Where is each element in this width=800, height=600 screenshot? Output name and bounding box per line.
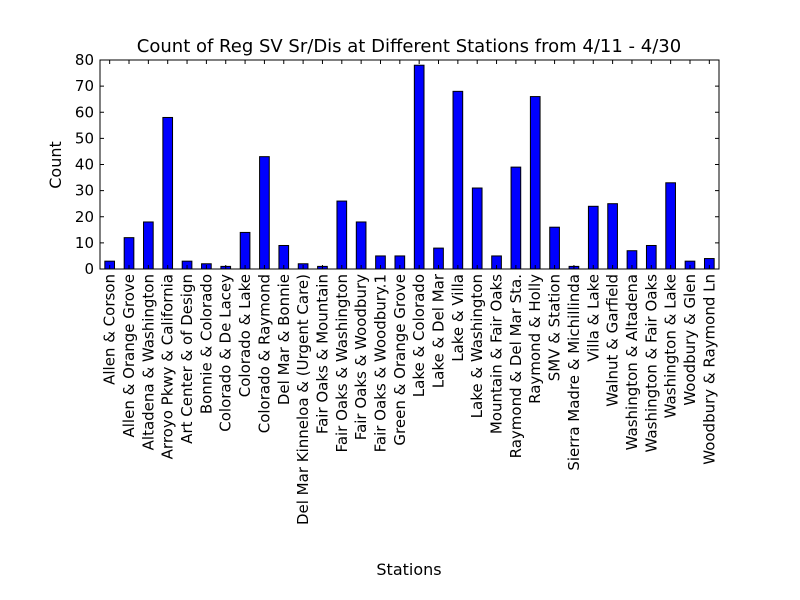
x-tick-label: Altadena & Washington: [139, 274, 157, 450]
y-tick-label: 20: [75, 208, 94, 226]
x-tick-label: Villa & Lake: [584, 274, 602, 362]
bar: [529, 96, 541, 270]
bar: [413, 64, 425, 270]
bar: [162, 116, 174, 270]
x-tick-label: Raymond & Holly: [526, 274, 544, 404]
x-tick-label: Washington & Lake: [662, 274, 680, 418]
bar: [587, 205, 599, 270]
y-tick-label: 50: [75, 129, 94, 147]
x-tick-label: Art Center & of Design: [178, 274, 196, 444]
x-tick-label: Walnut & Garfield: [604, 274, 622, 407]
x-tick-label: Colorado & Lake: [236, 274, 254, 397]
x-tick-label: Colorado & Raymond: [255, 274, 273, 433]
bar: [143, 221, 154, 270]
bar: [607, 203, 618, 270]
x-tick-label: Green & Orange Grove: [391, 274, 409, 446]
x-tick-label: Bonnie & Colorado: [197, 274, 215, 414]
x-tick-label: Woodbury & Glen: [681, 274, 699, 406]
bar: [549, 226, 560, 270]
x-tick-label: Washington & Altadena: [623, 274, 641, 450]
bar: [336, 200, 348, 270]
y-axis-label: Count: [46, 141, 65, 189]
x-tick-label: Raymond & Del Mar Sta.: [507, 274, 525, 458]
x-tick-label: Lake & Washington: [468, 274, 486, 418]
y-tick-label: 0: [84, 260, 94, 278]
x-tick-label: Lake & Del Mar: [430, 273, 448, 388]
bars-group: [104, 64, 715, 270]
bar: [355, 221, 367, 270]
x-tick-label: Fair Oaks & Mountain: [313, 274, 331, 434]
chart-title: Count of Reg SV Sr/Dis at Different Stat…: [137, 36, 681, 57]
x-axis-label: Stations: [376, 560, 441, 579]
bar: [452, 90, 464, 270]
x-tick-label: Lake & Colorado: [410, 274, 428, 397]
y-tick-label: 40: [75, 156, 94, 174]
x-tick-label: Woodbury & Raymond Ln: [700, 274, 718, 465]
x-tick-label: Washington & Fair Oaks: [642, 274, 660, 453]
x-ticks-group: Allen & Corson Allen & Orange Grove Altade…: [101, 60, 718, 525]
y-tick-label: 10: [75, 234, 94, 252]
x-tick-label: Allen & Corson: [101, 274, 119, 385]
x-tick-label: SMV & Station: [546, 274, 564, 381]
x-tick-label: Colorado & De Lacey: [217, 274, 235, 432]
x-tick-label: Mountain & Fair Oaks: [488, 274, 506, 434]
x-tick-label: Fair Oaks & Washington: [333, 274, 351, 452]
bar: [665, 182, 676, 270]
x-tick-label: Del Mar Kinneloa & (Urgent Care): [294, 274, 312, 525]
y-tick-label: 80: [75, 51, 94, 69]
bar: [123, 237, 135, 270]
x-tick-label: Fair Oaks & Woodbury.1: [371, 274, 389, 452]
bar: [239, 231, 251, 270]
bar: [259, 156, 270, 270]
y-tick-label: 60: [75, 103, 94, 121]
y-ticks-group: 0 10 20 30 40 50 60 70 80: [75, 51, 719, 278]
x-tick-label: Allen & Orange Grove: [120, 274, 138, 438]
x-tick-label: Sierra Madre & Michillinda: [565, 274, 583, 471]
x-tick-label: Lake & Villa: [449, 274, 467, 362]
x-tick-label: Arroyo Pkwy & California: [159, 274, 177, 459]
bar: [510, 166, 522, 270]
bar: [471, 187, 483, 270]
x-tick-label: Fair Oaks & Woodbury: [352, 274, 370, 440]
y-tick-label: 30: [75, 182, 94, 200]
x-tick-label: Del Mar & Bonnie: [275, 274, 293, 405]
y-tick-label: 70: [75, 77, 94, 95]
plot-frame: [99, 59, 720, 270]
